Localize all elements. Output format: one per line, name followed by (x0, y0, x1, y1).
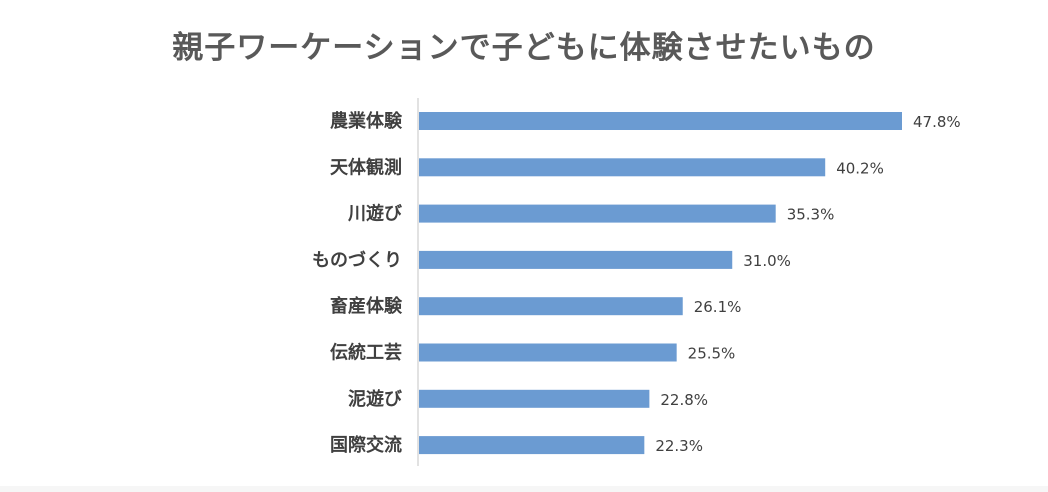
data-label: 47.8% (913, 113, 961, 131)
bar (419, 204, 776, 223)
data-label: 40.2% (836, 159, 884, 177)
data-label: 22.8% (660, 391, 708, 409)
bottom-border (0, 486, 1048, 492)
category-label: 川遊び (347, 203, 403, 225)
bar (419, 297, 683, 316)
bar (419, 158, 826, 177)
bar (419, 436, 645, 455)
bar (419, 343, 677, 362)
category-label: 天体観測 (330, 156, 402, 178)
bar (419, 250, 733, 269)
data-label: 25.5% (688, 345, 736, 363)
category-label: 伝統工芸 (330, 342, 402, 364)
category-label: 泥遊び (348, 388, 403, 410)
plot-area: 農業体験 47.8% 天体観測 40.2% 川遊び 35.3% ものづくり 31.0% 畜産体験… (312, 98, 961, 466)
data-label: 26.1% (694, 298, 742, 316)
bar (419, 112, 902, 130)
category-label: 畜産体験 (330, 295, 403, 317)
data-label: 31.0% (743, 252, 791, 270)
data-label: 22.3% (655, 437, 703, 455)
category-label: 国際交流 (330, 434, 402, 456)
category-label: ものづくり (312, 250, 402, 271)
bar (419, 389, 650, 408)
category-label: 農業体験 (330, 110, 403, 132)
data-label: 35.3% (787, 206, 835, 224)
chart-title: 親子ワーケーションで子どもに体験させたいもの (172, 30, 876, 66)
